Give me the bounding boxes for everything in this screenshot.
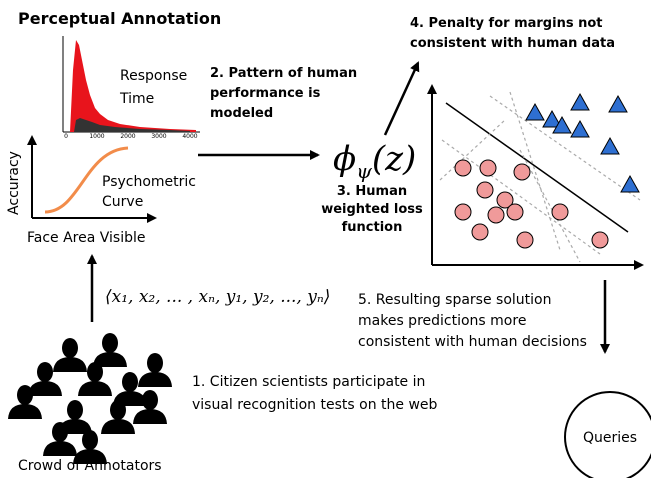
step-text: performance is [210, 86, 321, 101]
response-label: Response [120, 68, 187, 84]
circle-marker [471, 223, 489, 241]
circle-marker [513, 163, 531, 181]
x-tick-label: 0 [64, 133, 68, 140]
person-head [102, 333, 118, 353]
psychometric-label: Psychometric [102, 174, 196, 190]
step-text: 4. Penalty for margins not [410, 16, 603, 31]
person-body [101, 419, 135, 434]
step-text: makes predictions more [358, 313, 526, 329]
svm-plot [427, 84, 644, 270]
response-label: Time [119, 91, 154, 107]
triangle-marker [542, 109, 562, 128]
person-body [28, 381, 62, 396]
circle-marker [506, 203, 524, 221]
person-head [87, 362, 103, 382]
crowd-label: Crowd of Annotators [18, 458, 162, 474]
person-head [17, 385, 33, 405]
x-tick-label: 4000 [182, 133, 197, 140]
circle-marker [496, 191, 514, 209]
circle-marker [454, 159, 472, 177]
x-tick-label: 3000 [151, 133, 166, 140]
person-head [62, 338, 78, 358]
x-tick-label: 2000 [120, 133, 135, 140]
person-body [43, 441, 77, 456]
person-head [122, 372, 138, 392]
circle-marker [476, 181, 494, 199]
step-text: modeled [210, 106, 273, 121]
triangle-marker [525, 102, 545, 121]
formula: ϕψ(z) [333, 139, 416, 183]
person-body [93, 352, 127, 367]
person-body [78, 381, 112, 396]
triangle-marker [552, 115, 572, 134]
tuple: ⟨x₁, x₂, ... , xₙ, y₁, y₂, ..., yₙ⟩ [105, 287, 330, 307]
person-body [8, 404, 42, 419]
person-body [138, 372, 172, 387]
psychometric-plot [27, 135, 157, 223]
person-head [82, 430, 98, 450]
queries-label: Queries [583, 430, 637, 446]
triangle-marker [570, 119, 590, 138]
step-text: weighted loss [321, 202, 423, 217]
title: Perceptual Annotation [18, 9, 221, 28]
arrow [383, 61, 420, 136]
queries-node [564, 391, 651, 478]
step-text: 3. Human [337, 184, 407, 199]
person-body [133, 409, 167, 424]
person-body [73, 449, 107, 464]
triangle-marker [608, 94, 628, 113]
step-text: consistent with human data [410, 36, 615, 51]
response-time-histogram [62, 36, 200, 133]
circle-marker [487, 206, 505, 224]
triangle-marker [600, 136, 620, 155]
person-body [53, 357, 87, 372]
person-head [147, 353, 163, 373]
circle-marker [516, 231, 534, 249]
triangle-marker [570, 92, 590, 111]
x-tick-label: 1000 [89, 133, 104, 140]
person-head [67, 400, 83, 420]
person-head [110, 400, 126, 420]
step-text: 1. Citizen scientists participate in [192, 374, 425, 390]
person-head [142, 390, 158, 410]
crowd [8, 333, 172, 464]
step-text: 5. Resulting sparse solution [358, 292, 551, 308]
person-head [37, 362, 53, 382]
x-axis-label: Face Area Visible [27, 230, 146, 246]
step-text: 2. Pattern of human [210, 66, 357, 81]
triangle-marker [620, 174, 640, 193]
y-axis-label: Accuracy [6, 151, 22, 215]
step-text: visual recognition tests on the web [192, 397, 438, 413]
psychometric-label: Curve [102, 194, 143, 210]
circle-marker [479, 159, 497, 177]
circle-marker [551, 203, 569, 221]
step-text: function [342, 220, 403, 235]
person-head [52, 422, 68, 442]
circle-marker [454, 203, 472, 221]
step-text: consistent with human decisions [358, 334, 587, 350]
circle-marker [591, 231, 609, 249]
